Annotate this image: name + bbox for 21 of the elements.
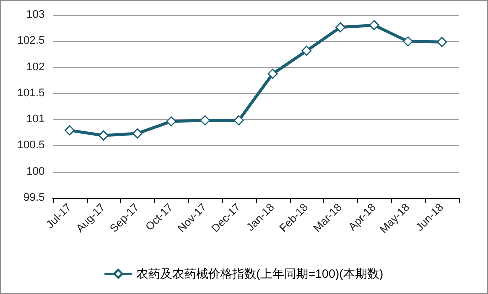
point bbox=[335, 22, 346, 33]
point bbox=[234, 116, 244, 126]
point bbox=[403, 36, 414, 47]
legend-label: 农药及农药械价格指数(上年同期=100)(本期数) bbox=[136, 267, 384, 281]
point bbox=[302, 46, 312, 56]
point bbox=[436, 37, 448, 48]
y-tick-label: 100.5 bbox=[17, 140, 45, 152]
point bbox=[200, 116, 210, 126]
y-tick-label: 101 bbox=[26, 114, 45, 126]
y-tick-label: 100 bbox=[26, 166, 45, 178]
y-tick-label: 102 bbox=[26, 61, 45, 74]
point bbox=[369, 20, 380, 31]
y-tick-label: 99.5 bbox=[24, 192, 45, 204]
point bbox=[64, 125, 76, 136]
y-tick-label: 103 bbox=[26, 9, 45, 21]
point bbox=[166, 116, 177, 127]
point bbox=[132, 128, 143, 139]
point bbox=[98, 130, 109, 141]
point bbox=[268, 68, 278, 80]
y-tick-label: 101.5 bbox=[17, 87, 45, 100]
y-tick-label: 102.5 bbox=[17, 35, 45, 48]
